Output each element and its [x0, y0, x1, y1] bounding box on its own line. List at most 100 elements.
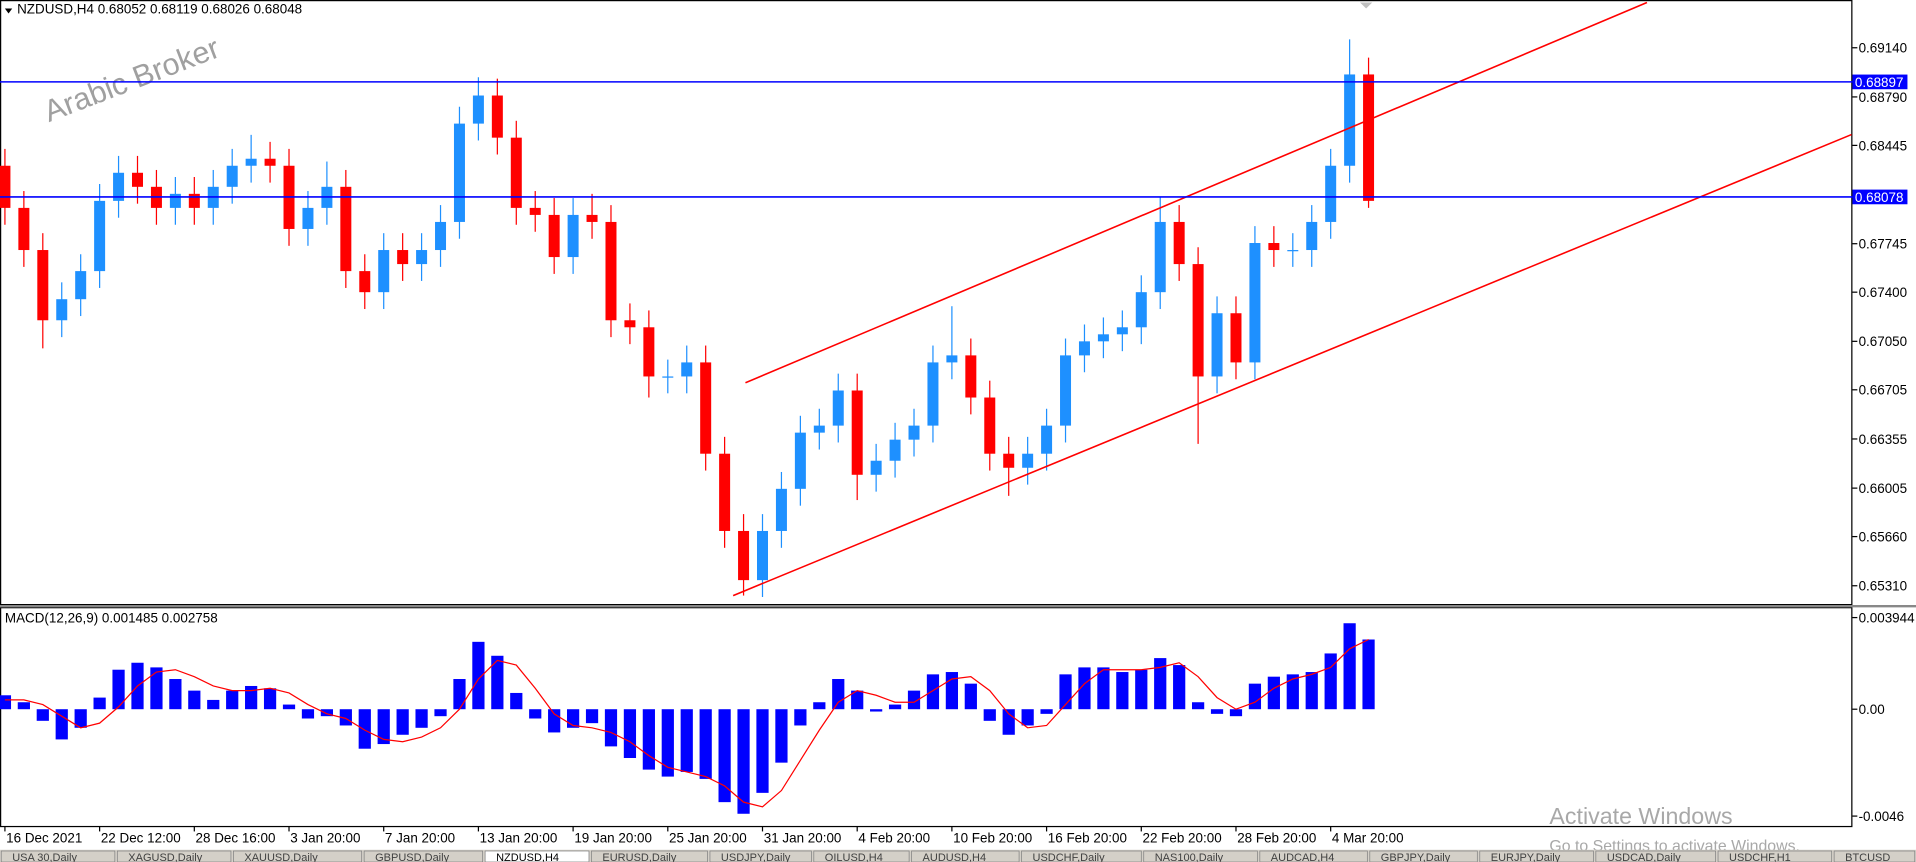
tab-label[interactable]: USDCAD,Daily: [1607, 852, 1681, 862]
histogram-bar: [888, 704, 902, 710]
macd-pane-frame: [0, 607, 1853, 828]
candle-body: [851, 390, 863, 475]
x-tick-label: 16 Feb 20:00: [1048, 830, 1127, 845]
histogram-bar: [472, 641, 485, 710]
tab-label[interactable]: OILUSD,H4: [825, 852, 883, 862]
candle-body: [1230, 313, 1242, 363]
histogram-bar: [17, 702, 30, 710]
x-tick-label: 13 Jan 20:00: [480, 830, 558, 845]
tab-label[interactable]: EURUSD,Daily: [602, 852, 676, 862]
candle-body: [302, 207, 314, 229]
tab-strip: USA 30,Daily XAGUSD,Daily XAUUSD,Daily GBPU…: [0, 850, 1916, 862]
histogram-bar: [1154, 658, 1167, 710]
histogram-bar: [1191, 702, 1205, 710]
tab: [1021, 850, 1142, 862]
histogram-bar: [1362, 639, 1375, 710]
histogram-bar: [434, 709, 447, 717]
candle-body: [984, 397, 996, 454]
candle-body: [965, 355, 977, 398]
candle-body: [491, 95, 503, 138]
tab: [233, 850, 363, 862]
candle-body: [453, 123, 465, 222]
tab: [0, 850, 116, 862]
histogram-bar: [1116, 672, 1129, 710]
candle-body: [1249, 243, 1261, 363]
x-tick-label: 25 Jan 20:00: [669, 830, 747, 845]
y-tick-label: 0.003944: [1859, 610, 1916, 625]
tab-label[interactable]: USDCHF,Daily: [1033, 852, 1106, 862]
histogram-bar: [756, 709, 769, 793]
candle-body: [794, 432, 806, 489]
histogram-bar: [1173, 665, 1186, 710]
price-pane-frame: [0, 0, 1853, 606]
y-tick-label: 0.67400: [1859, 285, 1908, 300]
histogram-bar: [93, 697, 106, 710]
candle-body: [1344, 74, 1356, 166]
histogram-bar: [718, 709, 731, 803]
candle-body: [1154, 221, 1166, 293]
tab-label[interactable]: EURJPY,Daily: [1491, 852, 1561, 862]
histogram-bar: [36, 709, 49, 721]
tab-label[interactable]: AUDUSD,H4: [923, 852, 987, 862]
tab-label[interactable]: USDCHF,H1: [1729, 852, 1791, 862]
candle-body: [435, 221, 447, 251]
candle-body: [719, 453, 731, 531]
menu-triangle: [4, 8, 13, 14]
candle-body: [359, 271, 371, 293]
x-tick-label: 22 Feb 20:00: [1143, 830, 1222, 845]
candle-body: [1306, 221, 1318, 251]
histogram-bar: [1021, 709, 1034, 726]
tab: [116, 850, 232, 862]
candle-body: [643, 327, 655, 377]
candle-body: [510, 137, 522, 208]
chart-title: NZDUSD,H4 0.68052 0.68119 0.68026 0.6804…: [17, 1, 302, 16]
histogram-bar: [964, 683, 977, 710]
histogram-bar: [548, 709, 561, 733]
tab-label[interactable]: AUDCAD,H4: [1271, 852, 1335, 862]
candle-body: [908, 425, 920, 440]
candle-body: [245, 158, 257, 166]
shift-marker: [1360, 2, 1373, 9]
tab-label[interactable]: USDJPY,Daily: [721, 852, 791, 862]
candle-body: [472, 95, 484, 124]
histogram-bar: [680, 709, 693, 772]
tab-label[interactable]: XAGUSD,Daily: [128, 852, 202, 862]
activation-title: Activate Windows: [1549, 803, 1732, 829]
x-tick-label: 28 Dec 16:00: [196, 830, 276, 845]
histogram-bar: [207, 699, 220, 710]
candle-body: [757, 530, 768, 581]
histogram-bar: [945, 672, 959, 710]
tab-label[interactable]: GBPJPY,Daily: [1381, 852, 1451, 862]
histogram-bar: [396, 709, 409, 735]
histogram-bar: [870, 709, 883, 712]
tab-label[interactable]: NAS100,Daily: [1155, 852, 1224, 862]
candle-body: [567, 214, 579, 258]
candle-body: [1060, 355, 1072, 426]
tab-label[interactable]: BTCUSD: [1845, 852, 1890, 862]
histogram-bar: [794, 709, 807, 726]
histogram-bar: [983, 709, 996, 721]
histogram-bar: [1097, 667, 1110, 710]
y-tick-label: 0.68790: [1859, 90, 1908, 105]
x-tick-label: 3 Jan 20:00: [290, 830, 360, 845]
y-tick-label: 0.66705: [1859, 383, 1908, 398]
tab-label[interactable]: NZDUSD,H4: [496, 852, 559, 862]
candle-body: [340, 186, 352, 272]
candle-body: [946, 355, 958, 363]
x-tick-label: 22 Dec 12:00: [101, 830, 181, 845]
tab-label[interactable]: XAUUSD,Daily: [244, 852, 318, 862]
candle-body: [738, 530, 750, 581]
tab-label[interactable]: GBPUSD,Daily: [375, 852, 449, 862]
tab-label[interactable]: USA 30,Daily: [12, 852, 77, 862]
histogram-bar: [112, 669, 125, 710]
histogram-bar: [529, 709, 542, 719]
histogram-bar: [1343, 623, 1356, 710]
histogram-bar: [358, 709, 371, 749]
tab: [1143, 850, 1258, 862]
histogram-bar: [1229, 709, 1243, 717]
level-label: 0.68897: [1855, 75, 1904, 90]
signal-line: [4, 638, 1369, 808]
candle-body: [1173, 221, 1185, 265]
y-tick-label: 0.65660: [1859, 529, 1908, 544]
